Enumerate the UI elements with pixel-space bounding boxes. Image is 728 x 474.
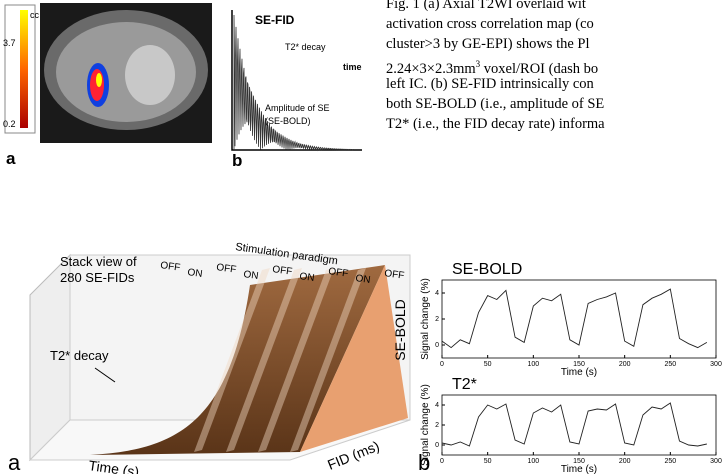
block-label: OFF [160,260,181,274]
x-tick-label: 100 [527,458,539,465]
y-tick-label: 0 [435,342,439,349]
x-tick-label: 250 [664,458,676,465]
x-axis-label: Time (s) [561,367,597,378]
block-label: OFF [216,262,237,276]
fid-curve [233,14,355,152]
colorbar-min: 0.2 [3,119,16,129]
block-label: OFF [272,264,293,278]
caption-line: Fig. 1 (a) Axial T2WI overlaid wit [386,0,586,12]
decay-label: T2* decay [50,348,109,363]
x-tick-label: 250 [664,361,676,368]
x-tick-label: 50 [484,458,492,465]
stripe [258,268,334,452]
stack-title: Stack view of [60,254,137,269]
axis-label: time [343,62,362,72]
y-tick-label: 2 [435,316,439,323]
stack-title: 280 SE-FIDs [60,270,135,285]
y-tick-label: 4 [435,290,439,297]
caption-line: T2* (i.e., the FID decay rate) informa [386,116,605,132]
x-tick-label: 100 [527,361,539,368]
stack-surface [90,265,385,455]
colorbar-unit: cc [30,10,40,20]
fid-title: SE-FID [255,13,295,27]
x-axis-label: Time (s) [561,464,597,474]
caption-text: 3 [475,59,481,69]
caption-line: both SE-BOLD (i.e., amplitude of SE [386,96,605,112]
panel-label: a [8,450,21,474]
panel-label: a [6,149,16,168]
x-tick-label: 150 [573,458,585,465]
se-bold-label: SE-BOLD [392,299,408,360]
y-axis-label: Signal change (%) [420,384,431,466]
y-tick-label: 2 [435,422,439,429]
x-tick-label: 300 [710,458,722,465]
y-tick-label: 4 [435,402,439,409]
caption-line: left IC. (b) SE-FID intrinsically con [386,76,594,92]
colorbar-frame [4,4,36,134]
x-tick-label: 300 [710,361,722,368]
block-label: ON [299,271,315,284]
panel-label: b [418,450,430,474]
stripe [290,268,366,452]
plot-title: T2* [452,376,477,393]
block-label: ON [187,267,203,280]
axes [231,10,362,151]
y-tick-label: 0 [435,442,439,449]
block-label: OFF [328,266,349,280]
x-tick-label: 150 [573,361,585,368]
caption-line: 2.24×3×2.3mm3 voxel/ROI (dash bo [386,54,598,79]
caption-text: 2.24×3×2.3mm [386,60,476,77]
caption-line: cluster>3 by GE-EPI) shows the Pl [386,36,590,52]
x-tick-label: 200 [619,458,631,465]
colorbar [20,10,28,128]
plot-frame [441,279,717,359]
x-tick-label: 50 [484,361,492,368]
decay-label: T2* decay [285,42,326,52]
block-label: ON [355,273,371,286]
y-axis-label: Signal change (%) [420,278,431,360]
caption-line: activation cross correlation map (co [386,16,594,32]
stripe [226,268,302,452]
activation [96,73,102,87]
colorbar-max: 3.7 [3,38,16,48]
panel-label: b [232,151,242,170]
block-label: OFF [384,268,405,282]
arrow [94,367,116,383]
x-tick-label: 0 [440,361,444,368]
stripe [194,268,270,452]
brain-region [125,45,175,105]
stack-side [300,265,408,452]
x-tick-label: 200 [619,361,631,368]
block-label: ON [243,269,259,282]
caption-text: voxel/ROI (dash bo [480,60,599,77]
amplitude-note: (SE-BOLD) [265,116,311,126]
plot-title: SE-BOLD [452,261,522,278]
x-tick-label: 0 [440,458,444,465]
trace-line [441,402,707,447]
amplitude-label: Amplitude of SE [265,103,330,113]
plot-frame [441,394,717,456]
trace-line [441,288,708,349]
